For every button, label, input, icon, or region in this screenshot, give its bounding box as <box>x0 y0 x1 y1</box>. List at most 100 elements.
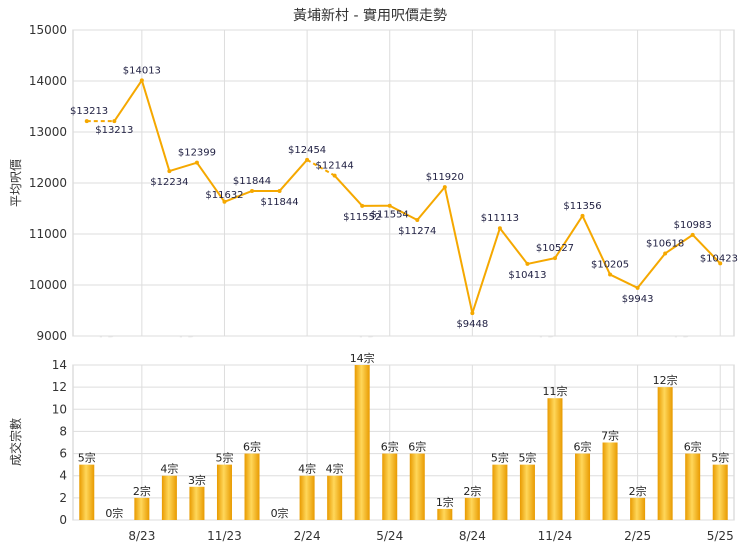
price-data-label: $12234 <box>150 177 188 188</box>
volume-bar <box>244 453 260 520</box>
price-point <box>552 256 557 261</box>
price-data-label: $12399 <box>178 148 216 159</box>
price-line-segment <box>691 234 721 265</box>
volume-bar <box>299 475 315 520</box>
price-data-label: $11920 <box>426 172 464 183</box>
price-data-label: $10983 <box>674 220 712 231</box>
price-y-tick-label: 13000 <box>29 125 67 139</box>
price-point <box>497 226 502 231</box>
price-point <box>608 272 613 277</box>
volume-data-label: 6宗 <box>684 440 702 454</box>
volume-y-tick-label: 0 <box>59 513 67 527</box>
volume-bar <box>79 464 95 520</box>
price-y-tick-label: 12000 <box>29 176 67 190</box>
volume-data-label: 6宗 <box>408 440 426 454</box>
price-data-label: $9943 <box>622 294 654 305</box>
price-line-segment <box>664 234 694 255</box>
price-point <box>112 119 117 124</box>
price-y-tick-label: 15000 <box>29 23 67 37</box>
volume-data-label: 0宗 <box>105 506 123 520</box>
volume-data-label: 4宗 <box>298 462 316 476</box>
volume-data-label: 6宗 <box>574 440 592 454</box>
x-tick-label: 2/25 <box>624 529 651 543</box>
volume-data-label: 2宗 <box>133 484 151 498</box>
price-line-segment <box>306 158 336 177</box>
volume-bar <box>547 398 563 520</box>
price-point <box>442 185 447 190</box>
volume-bar <box>602 442 618 520</box>
volume-y-tick-label: 12 <box>52 380 67 394</box>
price-point <box>305 157 310 162</box>
price-point <box>167 169 172 174</box>
price-gridlines <box>73 29 734 337</box>
volume-y-tick-label: 2 <box>59 491 67 505</box>
price-data-label: $10618 <box>646 238 684 249</box>
price-line-segment <box>499 227 529 265</box>
price-line-segment <box>389 204 418 221</box>
price-line-segment <box>636 252 666 289</box>
volume-bar <box>519 464 535 520</box>
price-line-segment <box>609 273 639 289</box>
price-y-tick-label: 9000 <box>36 329 67 343</box>
volume-data-label: 5宗 <box>711 451 729 465</box>
volume-bar <box>657 387 673 520</box>
volume-bar <box>630 497 646 520</box>
volume-bar <box>575 453 591 520</box>
x-axis-ticks: 8/23 11/23 2/24 5/24 8/24 11/24 2/25 5/25 <box>128 529 733 543</box>
volume-y-tick-label: 14 <box>52 358 67 372</box>
price-data-label: $10413 <box>508 270 546 281</box>
price-data-label: $11552 <box>343 212 381 223</box>
x-tick-label: 11/23 <box>207 529 242 543</box>
price-line-segment <box>554 215 584 259</box>
price-line-segment <box>113 79 143 122</box>
volume-data-label: 14宗 <box>350 351 375 365</box>
volume-bars <box>79 365 728 520</box>
price-data-label: $11113 <box>481 213 519 224</box>
volume-data-label: 12宗 <box>653 373 678 387</box>
x-tick-label: 11/24 <box>538 529 573 543</box>
volume-bar <box>189 486 205 520</box>
price-data-label: $12144 <box>316 161 354 172</box>
price-point <box>277 188 282 193</box>
price-line-segment <box>196 162 226 203</box>
price-line-segment <box>140 80 171 172</box>
price-line-segment <box>527 257 556 265</box>
volume-data-label: 2宗 <box>629 484 647 498</box>
volume-panel: 0 2 4 6 8 10 12 14 成交宗數 5宗 0宗 2宗 4宗 3宗 5宗 6宗 0宗 4宗 4宗 14宗… <box>8 351 735 543</box>
price-data-label: $13213 <box>95 125 133 136</box>
volume-y-tick-label: 8 <box>59 424 67 438</box>
price-data-label: $11844 <box>260 197 298 208</box>
price-point <box>332 173 337 178</box>
price-data-label: $11844 <box>233 176 271 187</box>
price-point <box>222 199 227 204</box>
volume-data-label: 5宗 <box>215 451 233 465</box>
volume-data-labels: 5宗 0宗 2宗 4宗 3宗 5宗 6宗 0宗 4宗 4宗 14宗 6宗 6宗 1宗 2宗 5宗 5宗 11宗 6宗… <box>78 351 729 520</box>
price-point <box>663 251 668 256</box>
chart-title: 黃埔新村 - 實用呎價走勢 <box>293 7 447 24</box>
x-tick-label: 2/24 <box>294 529 321 543</box>
volume-y-tick-label: 10 <box>52 402 67 416</box>
price-point <box>387 203 392 208</box>
price-point <box>470 311 475 316</box>
price-y-ticks: 9000 10000 11000 12000 13000 14000 15000 <box>29 23 67 343</box>
volume-y-tick-label: 4 <box>59 469 67 483</box>
volume-data-label: 3宗 <box>188 473 206 487</box>
volume-bar <box>216 464 232 520</box>
volume-bar <box>685 453 701 520</box>
volume-plot-area <box>72 364 735 521</box>
volume-bar <box>134 497 150 520</box>
volume-data-label: 5宗 <box>78 451 96 465</box>
volume-bar <box>409 453 425 520</box>
volume-y-tick-label: 6 <box>59 447 67 461</box>
volume-data-label: 5宗 <box>491 451 509 465</box>
price-y-axis-label: 平均呎價 <box>9 159 23 207</box>
price-point <box>194 160 199 165</box>
price-data-label: $11554 <box>371 210 409 221</box>
price-point <box>580 213 585 218</box>
price-line-segment <box>416 186 446 221</box>
price-data-labels: $13213 $13213 $14013 $12234 $12399 $11632 $118… <box>70 65 738 330</box>
volume-data-label: 4宗 <box>160 462 178 476</box>
x-tick-label: 8/24 <box>459 529 486 543</box>
